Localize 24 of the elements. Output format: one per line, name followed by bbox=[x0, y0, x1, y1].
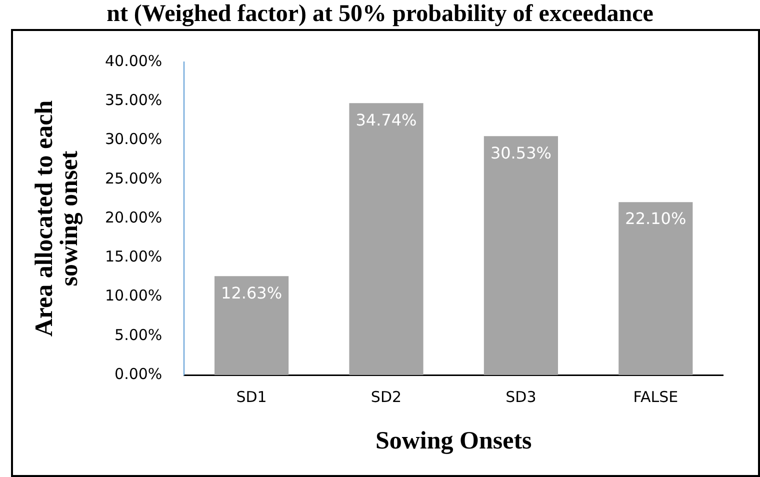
x-axis-title: Sowing Onsets bbox=[375, 427, 532, 454]
data-label: 22.10% bbox=[625, 209, 686, 228]
y-tick-label: 20.00% bbox=[104, 208, 162, 226]
y-axis-title: Area allocated to each sowing onset bbox=[30, 100, 83, 337]
y-tick-label: 25.00% bbox=[104, 169, 162, 188]
x-tick-label: FALSE bbox=[633, 388, 678, 406]
data-label: 30.53% bbox=[490, 143, 552, 162]
bar bbox=[484, 136, 558, 375]
chart-title: nt (Weighed factor) at 50% probability of exceedance bbox=[106, 0, 654, 28]
bar bbox=[349, 103, 424, 375]
y-tick-label: 0.00% bbox=[114, 364, 162, 383]
x-tick-label: SD3 bbox=[506, 388, 536, 406]
y-tick-label: 35.00% bbox=[104, 91, 162, 110]
bar bbox=[214, 276, 289, 375]
x-tick-label: SD1 bbox=[236, 388, 267, 406]
y-tick-label: 40.00% bbox=[104, 52, 162, 70]
data-label: 12.63% bbox=[221, 283, 282, 302]
x-tick-label: SD2 bbox=[370, 388, 402, 406]
y-tick-label: 30.00% bbox=[104, 130, 162, 148]
y-tick-label: 5.00% bbox=[114, 326, 162, 344]
y-tick-label: 15.00% bbox=[104, 248, 162, 266]
data-label: 34.74% bbox=[356, 110, 417, 130]
y-tick-label: 10.00% bbox=[104, 286, 162, 305]
bar bbox=[618, 202, 693, 375]
